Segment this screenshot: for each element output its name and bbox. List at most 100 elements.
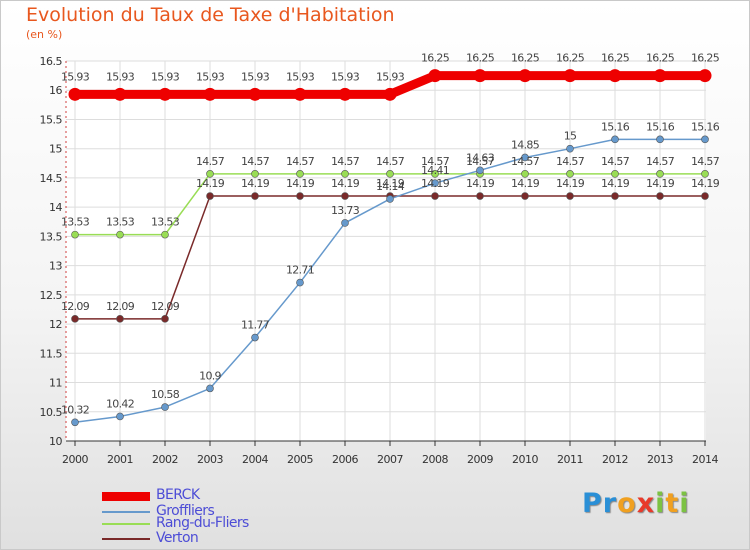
data-point-berck <box>608 69 622 83</box>
data-point-berck <box>293 87 307 101</box>
data-point-rang-du-fliers <box>116 230 124 239</box>
y-tick-label: 11.5 <box>40 347 63 360</box>
data-label-verton: 14.19 <box>421 177 450 190</box>
x-tick-label: 2010 <box>512 453 538 466</box>
data-label-rang-du-fliers: 14.57 <box>286 155 315 168</box>
data-point-berck <box>383 87 397 101</box>
data-label-berck: 16.25 <box>646 52 675 65</box>
data-point-berck <box>473 69 487 83</box>
legend-swatch-berck <box>102 492 150 501</box>
data-point-verton <box>611 192 619 200</box>
data-point-rang-du-fliers <box>206 170 214 178</box>
data-point-berck <box>338 87 352 101</box>
data-label-rang-du-fliers: 14.57 <box>511 155 540 168</box>
y-tick-label: 13.5 <box>40 230 63 243</box>
data-label-verton: 12.09 <box>61 300 90 313</box>
y-tick-label: 15 <box>49 143 62 156</box>
y-tick-label: 14.5 <box>40 172 63 185</box>
data-point-rang-du-fliers <box>251 170 259 178</box>
data-label-berck: 16.25 <box>601 52 630 65</box>
x-tick-label: 2001 <box>107 453 133 466</box>
data-point-groffliers <box>476 166 484 175</box>
data-label-groffliers: 11.77 <box>241 319 270 332</box>
data-point-berck <box>68 87 82 101</box>
data-label-berck: 15.93 <box>61 70 90 83</box>
data-label-groffliers: 10.58 <box>151 388 180 401</box>
data-point-rang-du-fliers <box>161 230 169 239</box>
data-point-verton <box>341 192 349 200</box>
data-label-berck: 16.25 <box>691 52 720 65</box>
y-tick-label: 12.5 <box>40 289 63 302</box>
data-label-verton: 12.09 <box>151 300 180 313</box>
data-point-groffliers <box>566 144 574 153</box>
data-point-rang-du-fliers <box>431 170 439 178</box>
logo-letter: r <box>602 488 618 519</box>
x-tick-label: 2014 <box>692 453 718 466</box>
data-label-groffliers: 15 <box>564 130 577 143</box>
data-label-verton: 14.19 <box>196 177 225 190</box>
data-point-groffliers <box>611 135 619 144</box>
x-tick-label: 2011 <box>557 453 583 466</box>
data-point-verton <box>161 315 169 323</box>
data-label-groffliers: 10.42 <box>106 397 134 410</box>
x-tick-label: 2002 <box>152 453 178 466</box>
x-tick-label: 2013 <box>647 453 673 466</box>
y-tick-label: 11 <box>49 377 62 390</box>
data-label-groffliers: 14.14 <box>376 180 405 193</box>
data-point-verton <box>71 315 79 323</box>
data-label-berck: 15.93 <box>376 70 405 83</box>
y-tick-label: 12 <box>49 318 62 331</box>
data-label-berck: 16.25 <box>511 52 540 65</box>
data-point-verton <box>206 192 214 200</box>
x-tick-label: 2008 <box>422 453 448 466</box>
x-tick-label: 2006 <box>332 453 358 466</box>
data-label-rang-du-fliers: 14.57 <box>331 155 360 168</box>
data-point-rang-du-fliers <box>611 170 619 178</box>
data-point-verton <box>701 192 709 200</box>
proxiti-logo: Proxiti <box>582 488 690 519</box>
logo-letter: i <box>655 488 666 519</box>
x-tick-label: 2012 <box>602 453 628 466</box>
logo-letter: P <box>582 488 603 519</box>
data-label-rang-du-fliers: 14.57 <box>196 155 225 168</box>
data-point-verton <box>296 192 304 200</box>
data-label-rang-du-fliers: 13.53 <box>151 216 180 229</box>
x-tick-label: 2005 <box>287 453 313 466</box>
data-point-berck <box>653 69 667 83</box>
data-point-rang-du-fliers <box>71 230 79 239</box>
data-point-verton <box>431 192 439 200</box>
y-tick-label: 14 <box>49 201 62 214</box>
y-tick-label: 16 <box>49 84 62 97</box>
legend-label-rang-du-fliers: Rang-du-Fliers <box>156 515 249 531</box>
legend-swatch-groffliers <box>102 511 150 513</box>
y-tick-label: 10.5 <box>40 406 63 419</box>
data-point-verton <box>116 315 124 323</box>
data-point-rang-du-fliers <box>341 170 349 178</box>
data-point-verton <box>476 192 484 200</box>
data-point-groffliers <box>656 135 664 144</box>
logo-letter: t <box>665 488 680 519</box>
data-point-berck <box>248 87 262 101</box>
data-label-berck: 15.93 <box>151 70 180 83</box>
data-point-verton <box>566 192 574 200</box>
logo-letter: x <box>636 488 656 519</box>
data-point-berck <box>203 87 217 101</box>
data-label-groffliers: 15.16 <box>691 120 720 133</box>
data-label-berck: 15.93 <box>286 70 315 83</box>
data-point-rang-du-fliers <box>296 170 304 178</box>
data-point-verton <box>656 192 664 200</box>
data-label-rang-du-fliers: 14.57 <box>466 155 495 168</box>
data-label-rang-du-fliers: 14.57 <box>376 155 405 168</box>
data-label-groffliers: 14.85 <box>511 138 540 151</box>
data-label-berck: 15.93 <box>106 70 135 83</box>
data-label-groffliers: 15.16 <box>646 120 675 133</box>
data-label-groffliers: 13.73 <box>331 204 360 217</box>
logo-letter: i <box>679 488 690 519</box>
y-tick-label: 15.5 <box>40 113 63 126</box>
data-label-verton: 14.19 <box>691 177 720 190</box>
data-point-groffliers <box>116 412 124 421</box>
data-label-groffliers: 15.16 <box>601 120 630 133</box>
data-point-rang-du-fliers <box>521 170 529 178</box>
data-label-verton: 14.19 <box>511 177 540 190</box>
data-label-rang-du-fliers: 14.57 <box>241 155 270 168</box>
